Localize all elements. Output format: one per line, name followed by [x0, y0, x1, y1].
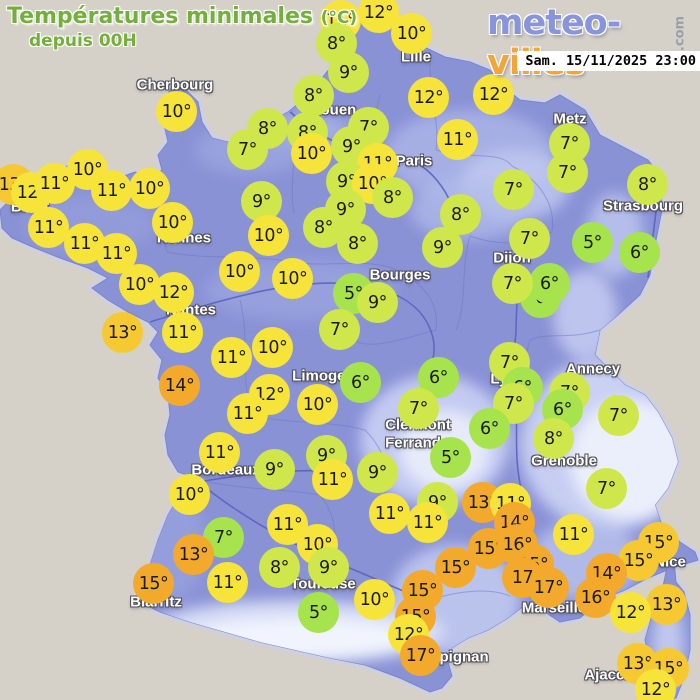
temperature-bubble: 10° — [169, 474, 210, 515]
temperature-bubble: 15° — [618, 540, 659, 581]
temperature-bubble: 11° — [437, 119, 478, 160]
temperature-bubble: 11° — [312, 459, 353, 500]
temperature-bubble: 6° — [340, 362, 381, 403]
temperature-bubble: 7° — [398, 388, 439, 429]
temperature-bubble: 6° — [529, 263, 570, 304]
temperature-bubble: 11° — [211, 337, 252, 378]
temperature-bubble: 10° — [252, 327, 293, 368]
temperature-bubble: 9° — [422, 227, 463, 268]
title-block: Températures minimales (°C) depuis 00H — [7, 4, 357, 51]
temperature-bubble: 11° — [91, 170, 132, 211]
temperature-bubble: 8° — [259, 547, 300, 588]
site-logo[interactable]: meteo-villes — [487, 3, 700, 83]
temperature-bubble: 11° — [553, 514, 594, 555]
temperature-bubble: 8° — [372, 177, 413, 218]
city-label: Strasbourg — [602, 197, 684, 215]
temperature-bubble: 8° — [533, 418, 574, 459]
temperature-bubble: 9° — [254, 449, 295, 490]
temperature-bubble: 11° — [369, 493, 410, 534]
temperature-bubble: 7° — [319, 309, 360, 350]
temperature-bubble: 13° — [173, 534, 214, 575]
temperature-bubble: 11° — [162, 312, 203, 353]
temperature-bubble: 12° — [473, 74, 514, 115]
temperature-bubble: 7° — [493, 169, 534, 210]
temperature-bubble: 8° — [293, 75, 334, 116]
temperature-bubble: 10° — [297, 384, 338, 425]
temperature-bubble: 11° — [207, 562, 248, 603]
temperature-bubble: 8° — [627, 164, 668, 205]
logo-tld: .com — [672, 15, 688, 52]
temperature-bubble: 9° — [357, 452, 398, 493]
temperature-bubble: 12° — [635, 669, 676, 700]
temperature-bubble: 10° — [354, 579, 395, 620]
temperature-bubble: 5° — [430, 437, 471, 478]
city-label: Ferrand — [385, 434, 441, 452]
temperature-bubble: 7° — [598, 395, 639, 436]
temperature-bubble: 6° — [619, 232, 660, 273]
temperature-bubble: 10° — [391, 13, 432, 54]
temperature-bubble: 10° — [272, 258, 313, 299]
temperature-bubble: 10° — [219, 251, 260, 292]
logo-part-meteo: meteo- — [487, 3, 621, 43]
temperature-bubble: 13° — [102, 312, 143, 353]
temperature-bubble: 9° — [328, 52, 369, 93]
temperature-bubble: 15° — [133, 563, 174, 604]
temperature-bubble: 9° — [308, 547, 349, 588]
temperature-bubble: 7° — [227, 129, 268, 170]
temperature-bubble: 7° — [547, 152, 588, 193]
temperature-bubble: 11° — [407, 502, 448, 543]
title-text: Températures minimales — [7, 4, 313, 29]
page-title: Températures minimales (°C) — [7, 4, 357, 29]
temperature-bubble: 7° — [586, 468, 627, 509]
temperature-bubble: 12° — [610, 592, 651, 633]
city-label: Paris — [395, 152, 433, 170]
temperature-bubble: 10° — [291, 133, 332, 174]
temperature-bubble: 17° — [400, 635, 441, 676]
temperature-bubble: 10° — [152, 202, 193, 243]
city-label: Cherbourg — [136, 76, 214, 94]
temperature-bubble: 12° — [153, 272, 194, 313]
temperature-bubble: 16° — [575, 577, 616, 618]
temperature-bubble: 11° — [28, 207, 69, 248]
temperature-bubble: 14° — [159, 365, 200, 406]
city-label: Bourges — [369, 266, 431, 284]
temperature-bubble: 11° — [199, 432, 240, 473]
temperature-bubble: 10° — [129, 168, 170, 209]
temperature-bubble: 5° — [572, 222, 613, 263]
temperature-bubble: 10° — [156, 91, 197, 132]
temperature-bubble: 13° — [646, 584, 687, 625]
city-label: Annecy — [565, 360, 621, 378]
page-subtitle: depuis 00H — [29, 31, 137, 51]
temperature-bubble: 8° — [337, 223, 378, 264]
temperature-bubble: 17° — [528, 567, 569, 608]
title-unit: (°C) — [320, 8, 358, 28]
temperature-bubble: 11° — [227, 393, 268, 434]
city-label: Limoges — [292, 367, 354, 385]
temperature-bubble: 9° — [357, 282, 398, 323]
temperature-bubble: 7° — [509, 218, 550, 259]
temperature-bubble: 6° — [469, 408, 510, 449]
temperature-bubble: 7° — [492, 263, 533, 304]
temperature-bubble: 5° — [298, 592, 339, 633]
temperature-bubble: 15° — [435, 547, 476, 588]
datetime-badge: Sam. 15/11/2025 23:00 — [517, 51, 700, 71]
temperature-bubble: 12° — [408, 77, 449, 118]
temperature-bubble: 10° — [248, 215, 289, 256]
